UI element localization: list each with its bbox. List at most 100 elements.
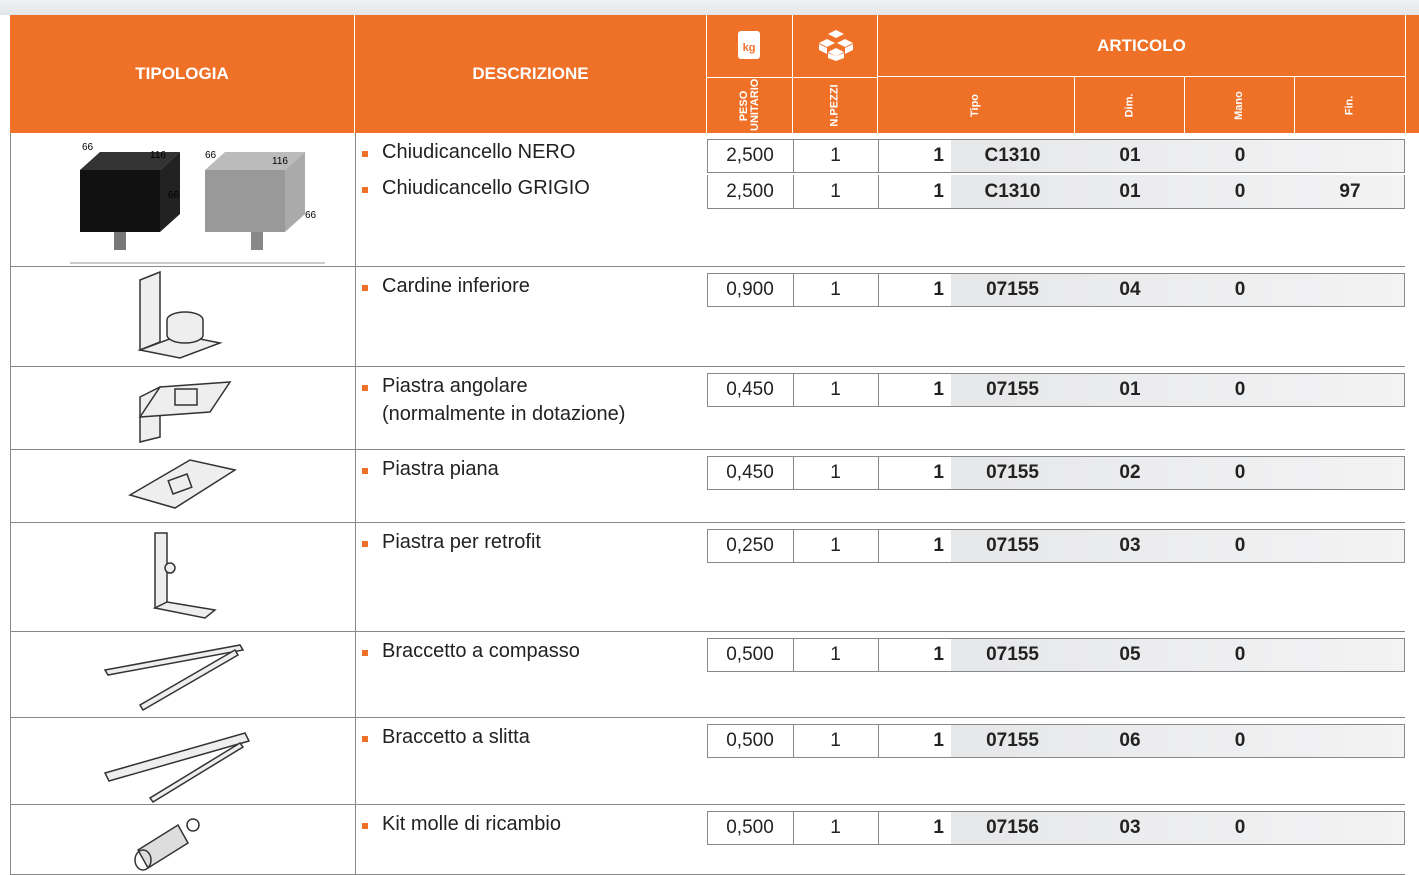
cell-dim: 01 [1119,379,1141,400]
cell-pezzi: 1 [830,145,841,166]
cell-dim: 04 [1119,279,1141,300]
cell-qty: 1 [933,279,944,300]
cell-border [355,523,356,632]
description: Braccetto a slitta [382,726,530,748]
bullet [362,151,368,157]
cell-border [793,811,794,845]
cell-qty: 1 [933,181,944,202]
cell-dim: 03 [1119,535,1141,556]
cell-mano: 0 [1234,644,1246,665]
cell-tipo: 07155 [986,730,1039,751]
cell-peso: 0,250 [726,535,774,556]
value-line [707,724,1405,758]
cell-dim: 05 [1119,644,1141,665]
cell-qty: 1 [933,817,944,838]
cell-peso: 0,500 [726,730,774,751]
description: Chiudicancello NERO [382,141,576,163]
th-pezzi-label: N.PEZZI [828,84,841,127]
value-line [707,529,1405,563]
value-line [707,175,1405,209]
th-pezzi: N.PEZZI [793,15,878,133]
th-peso: kg PESO UNITARIO [707,15,793,133]
cell-pezzi: 1 [830,279,841,300]
cell-border [793,456,794,490]
dim-label: 66 [168,190,180,201]
cell-pezzi: 1 [830,817,841,838]
top-band [0,0,1419,15]
cell-qty: 1 [933,462,944,483]
bullet [362,385,368,391]
cell-border [878,273,879,307]
th-fin: Fin. [1343,95,1356,115]
cell-border [355,718,356,805]
cell-tipo: C1310 [984,181,1041,202]
cell-border [793,373,794,407]
description: Piastra angolare [382,375,528,397]
cell-border [793,273,794,307]
cell-peso: 2,500 [726,145,774,166]
cell-tipo: 07155 [986,462,1039,483]
description: Cardine inferiore [382,275,530,297]
cell-border [878,811,879,845]
cell-border [355,805,356,875]
value-line [707,811,1405,845]
cell-pezzi: 1 [830,462,841,483]
cell-border [355,367,356,450]
description: (normalmente in dotazione) [382,403,626,425]
cell-tipo: 07155 [986,535,1039,556]
cell-dim: 03 [1119,817,1141,838]
value-line [707,139,1405,173]
bullet [362,736,368,742]
cell-border [793,529,794,563]
row [10,523,1405,632]
cell-dim: 01 [1119,181,1141,202]
th-peso-label: PESO UNITARIO [738,78,761,131]
bullet [362,650,368,656]
cell-border [878,139,879,173]
cell-border [355,450,356,523]
img-molle [134,818,200,871]
description: Piastra per retrofit [382,531,541,553]
th-tipologia: TIPOLOGIA [10,15,355,133]
th-tipo: Tipo [969,93,982,117]
cell-pezzi: 1 [830,730,841,751]
cell-peso: 0,500 [726,817,774,838]
boxes-icon [819,30,853,61]
bullet [362,823,368,829]
value-line [707,373,1405,407]
cell-qty: 1 [933,730,944,751]
dim-label: 66 [205,150,217,161]
cell-mano: 0 [1234,181,1246,202]
cell-border [878,529,879,563]
cell-border [878,638,879,672]
cell-qty: 1 [933,379,944,400]
cell-dim: 01 [1119,145,1141,166]
cell-border [793,724,794,758]
kg-icon: kg [738,31,760,59]
header [10,15,1405,133]
cell-tipo: 07155 [986,644,1039,665]
dim-label: 66 [305,210,317,221]
img-slitta [103,732,251,803]
cell-border [793,175,794,209]
cell-border [878,456,879,490]
description: Kit molle di ricambio [382,813,561,835]
row [10,133,1405,267]
cell-border [355,133,356,267]
cell-border [355,267,356,367]
cell-qty: 1 [933,145,944,166]
cell-border [355,632,356,718]
description: Piastra piana [382,458,499,480]
row [10,367,1405,450]
value-line [707,638,1405,672]
img-cardine [137,270,223,359]
bullet [362,468,368,474]
cell-border [878,175,879,209]
cell-border [793,139,794,173]
cell-mano: 0 [1234,462,1246,483]
dim-label: 66 [82,142,94,153]
description: Chiudicancello GRIGIO [382,177,590,199]
cell-qty: 1 [933,644,944,665]
cell-mano: 0 [1234,379,1246,400]
